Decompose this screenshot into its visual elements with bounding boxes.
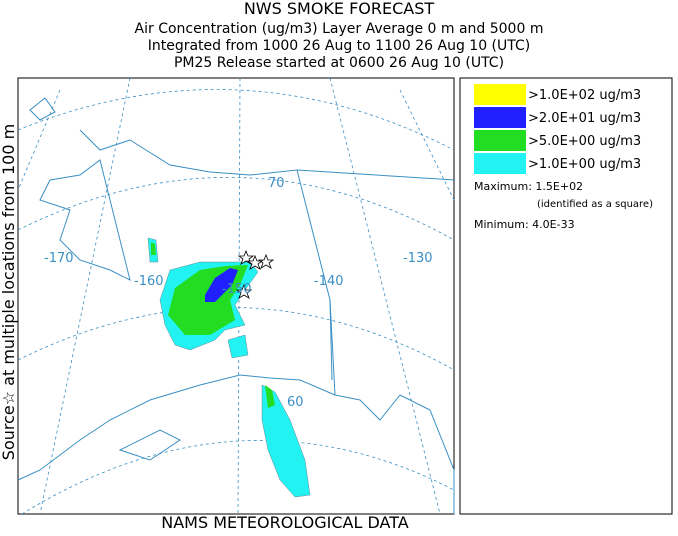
grid-label: -140 [314, 274, 344, 289]
graticule [17, 77, 455, 515]
minimum: Minimum: 4.0E-33 [474, 218, 575, 231]
coast [29, 97, 56, 121]
legend-swatch [474, 107, 526, 128]
grid-line [399, 89, 455, 201]
legend-swatch [474, 130, 526, 151]
plume-level [205, 268, 238, 302]
legend-items: >1.0E+02 ug/m3 >2.0E+01 ug/m3 >5.0E+00 ug/… [474, 84, 641, 174]
plume-level [227, 334, 249, 359]
maximum: Maximum: 1.5E+02 [474, 180, 583, 193]
legend-label: >5.0E+00 ug/m3 [528, 134, 641, 149]
legend-label: >1.0E+00 ug/m3 [528, 157, 641, 172]
grid-line [17, 177, 455, 241]
grid-label: 60 [287, 395, 304, 410]
plume [147, 237, 311, 498]
grid-label: -170 [44, 251, 74, 266]
plume-level [261, 384, 311, 498]
grid-line [21, 440, 455, 515]
legend-swatch [474, 84, 526, 105]
subtitle: Integrated from 1000 26 Aug to 1100 26 A… [148, 38, 531, 54]
grid-label: -130 [403, 251, 433, 266]
map: -170 -160 -150 -140 -130 70 60 [17, 77, 456, 515]
grid-line [17, 307, 455, 371]
legend-label: >2.0E+01 ug/m3 [528, 111, 641, 126]
grid-label: -160 [134, 274, 164, 289]
side-label: Source☆ at multiple locations from 100 m [0, 124, 18, 460]
sources [235, 249, 275, 299]
border [329, 299, 333, 381]
grid-line [17, 89, 61, 191]
plume-level [265, 385, 275, 408]
border [296, 169, 456, 181]
subtitle: Air Concentration (ug/m3) Layer Average … [135, 21, 544, 37]
grid-line [329, 77, 441, 515]
plume-level [151, 242, 156, 255]
legend: >1.0E+02 ug/m3 >2.0E+01 ug/m3 >5.0E+00 ug/… [459, 77, 673, 515]
coast [118, 429, 181, 461]
coastline [17, 97, 456, 514]
legend-label: >1.0E+02 ug/m3 [528, 88, 641, 103]
grid-line [39, 77, 131, 515]
legend-swatch [474, 153, 526, 174]
grid-label: -150 [222, 282, 252, 297]
footer: NAMS METEOROLOGICAL DATA [161, 513, 409, 532]
subtitle: PM25 Release started at 0600 26 Aug 10 (… [174, 55, 504, 71]
source-star [235, 283, 253, 299]
maximum-note: (identified as a square) [537, 199, 653, 210]
grid-label: 70 [268, 176, 285, 191]
source-star [246, 254, 264, 270]
source-star [257, 253, 275, 269]
title: NWS SMOKE FORECAST [244, 0, 435, 18]
